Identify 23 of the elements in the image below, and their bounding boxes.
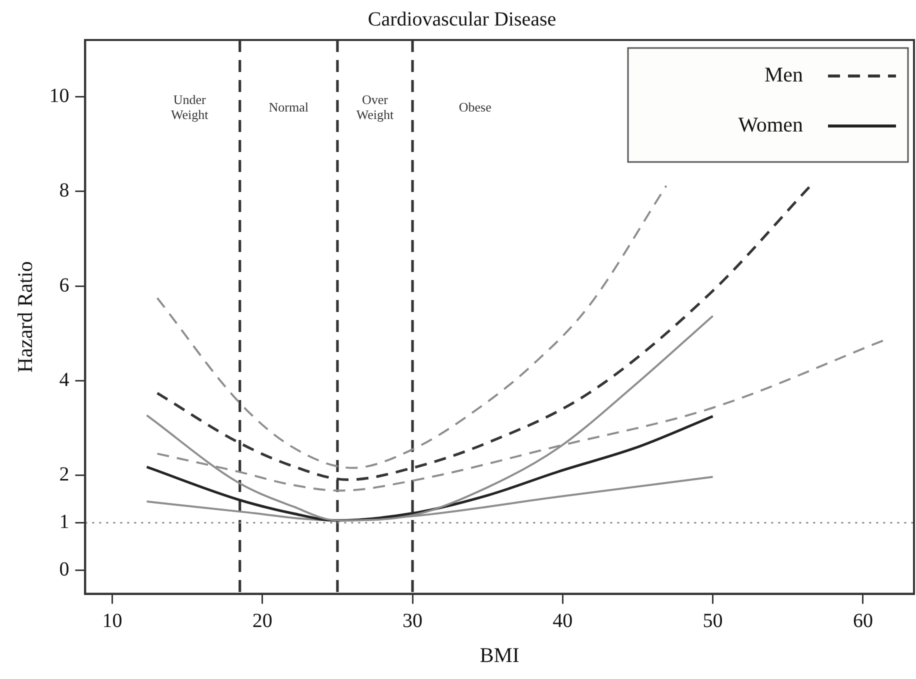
x-tick-label: 60: [852, 610, 873, 632]
y-tick-label: 0: [59, 558, 70, 580]
x-tick-label: 10: [102, 610, 122, 632]
legend-label: Women: [738, 112, 804, 137]
line-series: [156, 184, 668, 469]
y-tick-label: 2: [59, 464, 70, 486]
x-axis-title: BMI: [480, 642, 520, 667]
annotation: Under Weight: [170, 92, 209, 122]
annotation: Normal: [268, 99, 309, 114]
annotation: Over Weight: [356, 92, 394, 122]
y-axis-title: Hazard Ratio: [13, 261, 38, 373]
y-tick-label: 1: [59, 511, 70, 534]
x-tick-label: 30: [402, 610, 423, 632]
x-tick-label: 20: [252, 610, 272, 632]
y-tick-label: 4: [59, 369, 70, 392]
y-tick-label: 10: [49, 85, 70, 108]
y-tick-label: 6: [59, 274, 70, 296]
y-tick-label: 8: [59, 180, 70, 202]
annotation: Obese: [458, 99, 492, 114]
chart-title: Cardiovascular Disease: [368, 8, 556, 30]
x-tick-label: 40: [552, 610, 573, 632]
legend-label: Men: [764, 62, 804, 87]
x-tick-label: 50: [702, 610, 723, 632]
